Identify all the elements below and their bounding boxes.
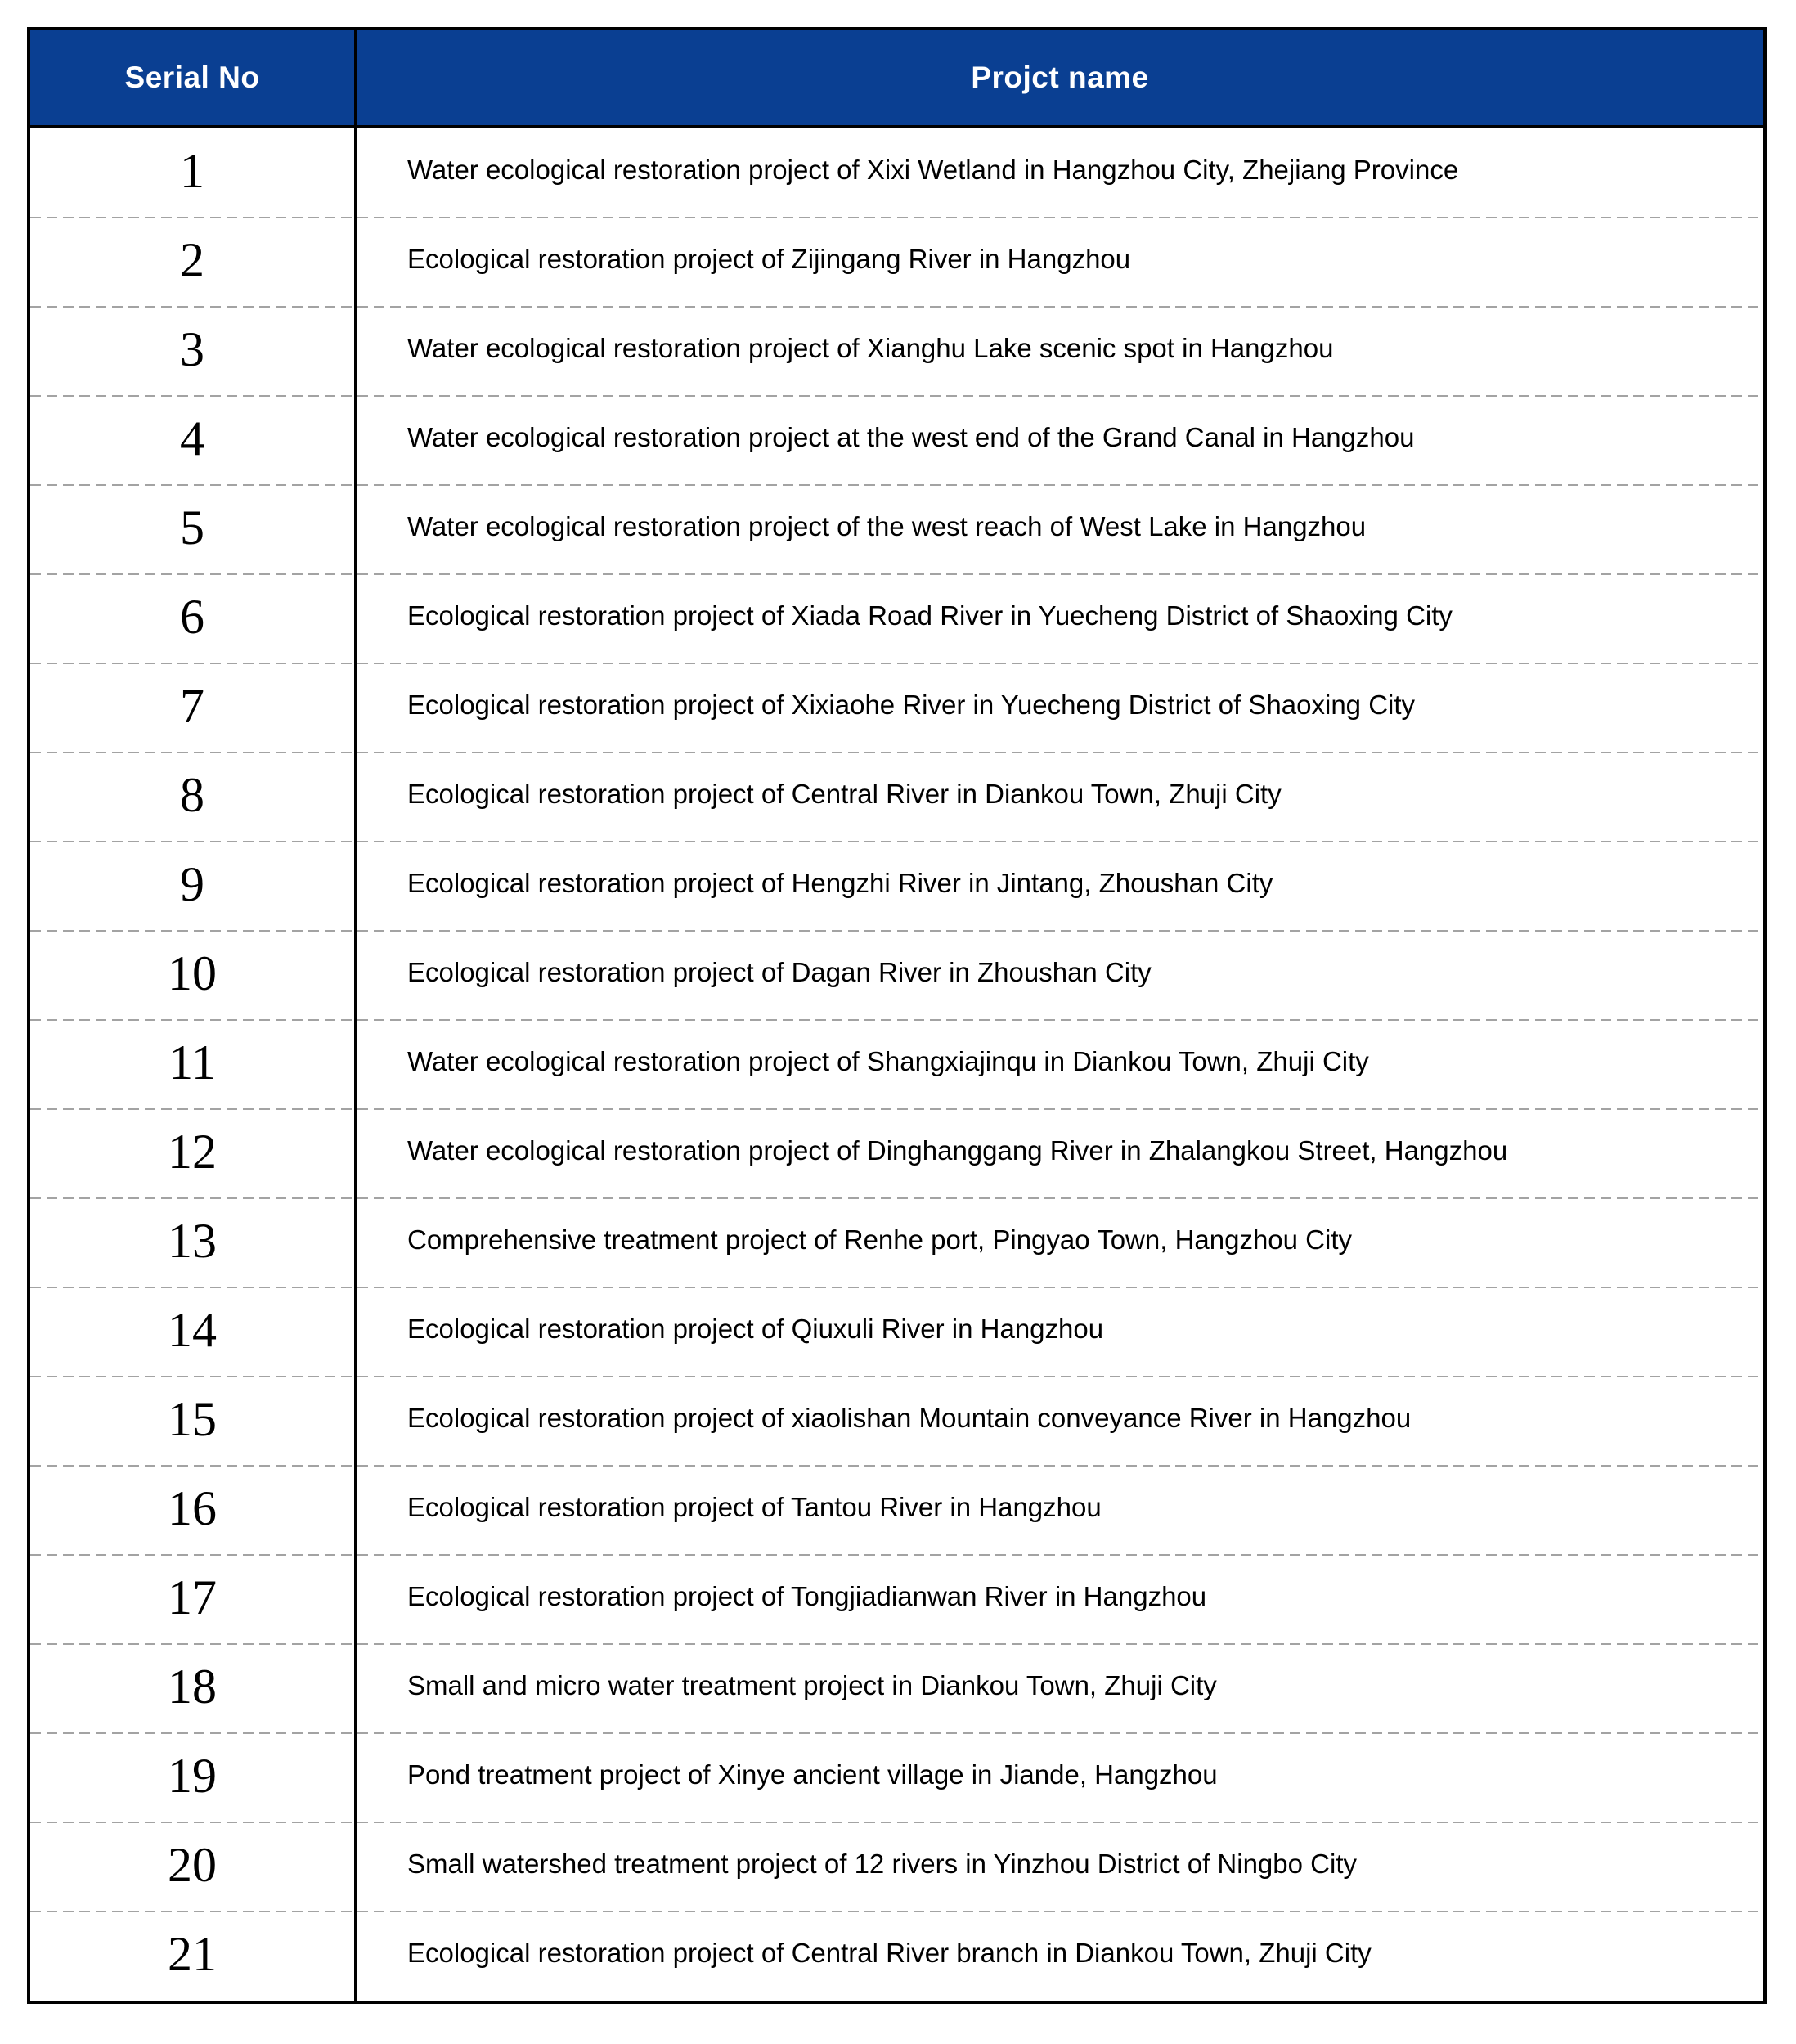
serial-number-cell: 19 — [30, 1733, 357, 1822]
serial-number-cell: 14 — [30, 1287, 357, 1377]
header-cell-serial-no: Serial No — [30, 30, 357, 125]
serial-number-cell: 11 — [30, 1020, 357, 1109]
serial-number-cell: 13 — [30, 1198, 357, 1287]
table-row: 11 Water ecological restoration project … — [30, 1019, 1763, 1109]
project-name-cell: Small and micro water treatment project … — [407, 1669, 1217, 1700]
serial-number-cell: 16 — [30, 1466, 357, 1555]
table-body: 1 Water ecological restoration project o… — [30, 128, 1763, 2001]
project-name-cell: Ecological restoration project of Tantou… — [407, 1491, 1102, 1522]
project-name-cell: Water ecological restoration project of … — [407, 510, 1367, 541]
serial-number-cell: 4 — [30, 396, 357, 485]
serial-number-cell: 15 — [30, 1377, 357, 1466]
project-name-cell: Ecological restoration project of Centra… — [407, 1937, 1372, 1968]
table-row: 12 Water ecological restoration project … — [30, 1108, 1763, 1198]
table-row: 15 Ecological restoration project of xia… — [30, 1376, 1763, 1466]
project-name-cell: Water ecological restoration project at … — [407, 421, 1415, 452]
projects-table: Serial No Projct name 1 Water ecological… — [27, 27, 1767, 2004]
serial-number-cell: 17 — [30, 1555, 357, 1644]
project-name-cell: Comprehensive treatment project of Renhe… — [407, 1224, 1353, 1255]
table-row: 17 Ecological restoration project of Ton… — [30, 1554, 1763, 1644]
serial-number-cell: 9 — [30, 842, 357, 931]
serial-number-cell: 20 — [30, 1822, 357, 1911]
project-name-cell: Water ecological restoration project of … — [407, 154, 1459, 185]
project-name-cell: Ecological restoration project of Centra… — [407, 778, 1282, 809]
table-row: 16 Ecological restoration project of Tan… — [30, 1465, 1763, 1555]
table-row: 20 Small watershed treatment project of … — [30, 1822, 1763, 1911]
table-row: 4 Water ecological restoration project a… — [30, 395, 1763, 485]
project-name-cell: Ecological restoration project of Zijing… — [407, 243, 1131, 274]
serial-number-cell: 6 — [30, 574, 357, 663]
table-row: 10 Ecological restoration project of Dag… — [30, 930, 1763, 1020]
table-row: 2 Ecological restoration project of Ziji… — [30, 217, 1763, 307]
serial-number-cell: 1 — [30, 128, 357, 218]
table-row: 13 Comprehensive treatment project of Re… — [30, 1197, 1763, 1287]
project-name-cell: Ecological restoration project of Dagan … — [407, 956, 1152, 987]
table-row: 9 Ecological restoration project of Heng… — [30, 841, 1763, 931]
table-row: 8 Ecological restoration project of Cent… — [30, 752, 1763, 842]
table-row: 18 Small and micro water treatment proje… — [30, 1643, 1763, 1733]
project-name-cell: Ecological restoration project of xiaoli… — [407, 1402, 1412, 1433]
table-row: 5 Water ecological restoration project o… — [30, 484, 1763, 574]
table-row: 21 Ecological restoration project of Cen… — [30, 1911, 1763, 2001]
serial-number-cell: 12 — [30, 1109, 357, 1198]
header-cell-project-name: Projct name — [971, 61, 1149, 94]
table-row: 6 Ecological restoration project of Xiad… — [30, 573, 1763, 663]
project-name-cell: Pond treatment project of Xinye ancient … — [407, 1759, 1218, 1790]
project-name-cell: Ecological restoration project of Xixiao… — [407, 689, 1416, 720]
table-row: 7 Ecological restoration project of Xixi… — [30, 663, 1763, 752]
serial-number-cell: 2 — [30, 218, 357, 307]
table-header-row: Serial No Projct name — [30, 30, 1763, 128]
serial-number-cell: 7 — [30, 663, 357, 752]
project-name-cell: Ecological restoration project of Tongji… — [407, 1580, 1207, 1611]
project-name-cell: Water ecological restoration project of … — [407, 1134, 1508, 1166]
project-name-cell: Water ecological restoration project of … — [407, 332, 1334, 363]
project-name-cell: Ecological restoration project of Xiada … — [407, 600, 1453, 631]
serial-number-cell: 18 — [30, 1644, 357, 1733]
table-row: 14 Ecological restoration project of Qiu… — [30, 1287, 1763, 1377]
table-row: 3 Water ecological restoration project o… — [30, 306, 1763, 396]
project-name-cell: Small watershed treatment project of 12 … — [407, 1848, 1357, 1879]
project-name-cell: Water ecological restoration project of … — [407, 1045, 1369, 1076]
table-row: 1 Water ecological restoration project o… — [30, 128, 1763, 218]
serial-number-cell: 8 — [30, 752, 357, 842]
serial-number-cell: 5 — [30, 485, 357, 574]
project-name-cell: Ecological restoration project of Hengzh… — [407, 867, 1273, 898]
table-row: 19 Pond treatment project of Xinye ancie… — [30, 1732, 1763, 1822]
serial-number-cell: 21 — [30, 1911, 357, 2001]
serial-number-cell: 10 — [30, 931, 357, 1020]
serial-number-cell: 3 — [30, 307, 357, 396]
project-name-cell: Ecological restoration project of Qiuxul… — [407, 1313, 1104, 1344]
